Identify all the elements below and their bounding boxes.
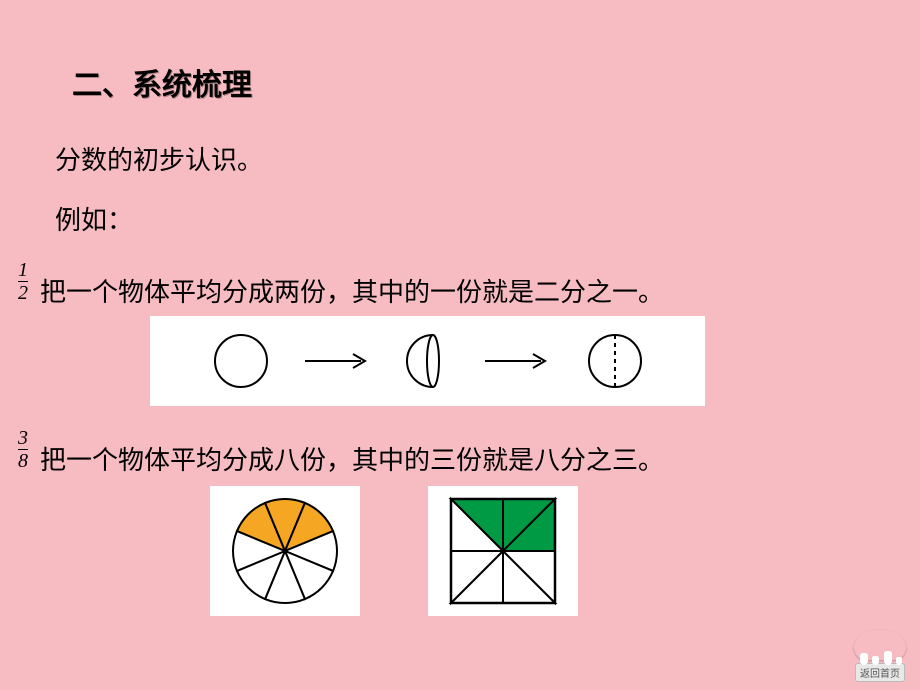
- pie-eighths-icon: [227, 493, 343, 609]
- balloon-icon: [854, 630, 906, 660]
- line1-text: 把一个物体平均分成两份，其中的一份就是二分之一。: [40, 272, 664, 309]
- whole-circle-icon: [209, 329, 273, 393]
- square-diagram-holder: [428, 486, 578, 616]
- example-label: 例如：: [55, 200, 133, 237]
- half-fold-icon: [403, 329, 453, 393]
- arrow-icon: [303, 351, 373, 371]
- section-heading: 二、系统梳理: [72, 60, 252, 104]
- square-eighths-icon: [445, 493, 561, 609]
- subtitle: 分数的初步认识。: [55, 140, 263, 177]
- diagram-half-sequence: [150, 316, 705, 406]
- line2-text: 把一个物体平均分成八份，其中的三份就是八分之三。: [40, 440, 664, 477]
- circle-split-dashed-icon: [583, 329, 647, 393]
- fraction-numerator: 1: [18, 260, 28, 280]
- fraction-denominator: 2: [18, 283, 28, 303]
- pie-diagram-holder: [210, 486, 360, 616]
- fraction-numerator: 3: [18, 428, 28, 448]
- fraction-denominator: 8: [18, 451, 28, 471]
- arrow-icon: [483, 351, 553, 371]
- back-home-button[interactable]: 返回首页: [850, 622, 910, 682]
- back-home-label: 返回首页: [855, 663, 905, 682]
- fraction-three-eighths: 3 8: [18, 428, 28, 471]
- fraction-one-half: 1 2: [18, 260, 28, 303]
